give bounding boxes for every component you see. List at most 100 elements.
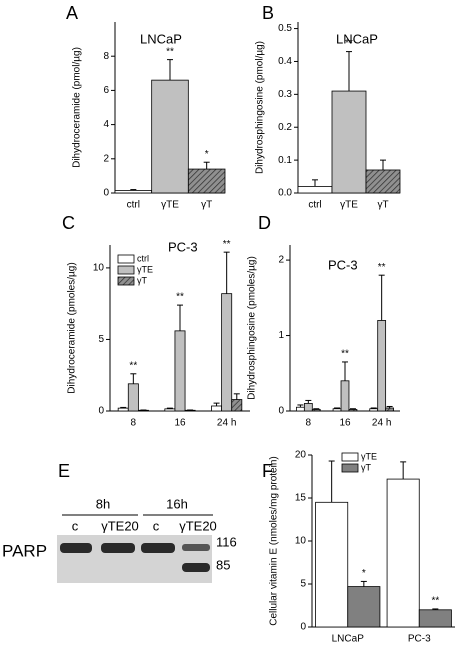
significance: **	[129, 360, 137, 371]
bar	[174, 330, 186, 412]
y-tick-label: 2	[103, 153, 109, 164]
y-tick-label: 20	[295, 450, 307, 461]
x-tick-label: ctrl	[127, 200, 140, 211]
y-axis-title: Dihydrosphingosine (pmol/µg)	[255, 41, 266, 174]
y-tick-label: 5	[300, 579, 306, 590]
bar	[348, 409, 358, 412]
y-tick-label: 0	[278, 406, 284, 417]
bar	[315, 501, 349, 628]
bar	[296, 406, 305, 412]
y-tick-label: 1	[278, 330, 284, 341]
x-tick-label: 16	[339, 418, 351, 429]
blot-band	[60, 543, 92, 553]
bar	[377, 320, 387, 412]
y-tick-label: 0.3	[278, 89, 292, 100]
x-tick-label: ctrl	[308, 200, 321, 211]
x-tick-label: γTE	[340, 200, 358, 211]
y-axis-title: Dihydroceramide (pmoles/µg)	[67, 262, 78, 393]
band-size: 116	[216, 534, 237, 549]
y-tick-label: 0.0	[278, 188, 292, 199]
significance: *	[362, 568, 366, 579]
x-tick-label: γTE	[161, 200, 179, 211]
timepoint-label: 16h	[166, 496, 188, 511]
significance: **	[341, 349, 349, 360]
significance: **	[378, 262, 386, 273]
bar	[164, 408, 176, 412]
chart-title: LNCaP	[336, 31, 378, 46]
x-tick-label: 8	[131, 418, 137, 429]
panel-label: B	[262, 3, 274, 23]
protein-label: PARP	[2, 541, 47, 560]
panel-label: E	[58, 461, 70, 481]
x-tick-label: PC-3	[408, 634, 431, 645]
y-tick-label: 4	[103, 119, 109, 130]
x-tick-label: 16	[174, 418, 186, 429]
y-tick-label: 10	[295, 536, 307, 547]
y-tick-label: 0	[103, 188, 109, 199]
panel-label: D	[258, 213, 271, 233]
panel-label: F	[262, 461, 273, 481]
legend-label: γT	[361, 462, 372, 472]
bar	[332, 408, 342, 412]
blot-band	[141, 543, 175, 553]
bar	[365, 169, 401, 194]
y-tick-label: 0.4	[278, 56, 292, 67]
bar	[311, 409, 321, 412]
y-tick-label: 0.1	[278, 155, 292, 166]
x-tick-label: γT	[201, 200, 212, 211]
legend-swatch	[341, 452, 359, 462]
lane-label: c	[72, 518, 79, 533]
lane-label: c	[153, 518, 160, 533]
band-size: 85	[216, 557, 230, 572]
x-tick-label: 24 h	[217, 418, 236, 429]
legend-swatch	[117, 265, 135, 275]
bar	[331, 90, 367, 194]
y-axis-title: Dihydroceramide (pmol/µg)	[72, 47, 83, 168]
legend-label: γT	[137, 275, 148, 285]
bar	[231, 399, 243, 412]
x-tick-label: 24 h	[372, 418, 391, 429]
y-tick-label: 6	[103, 85, 109, 96]
bar	[114, 190, 153, 194]
bar	[386, 478, 420, 628]
x-tick-label: γT	[377, 200, 388, 211]
bar	[340, 380, 350, 412]
legend-label: γTE	[361, 451, 377, 461]
timepoint-label: 8h	[96, 496, 110, 511]
lane-label: γTE20	[101, 518, 139, 533]
y-tick-label: 15	[295, 493, 307, 504]
blot-panel: E 8h 16h c γTE20 c γTE20 PARP 116 85	[2, 461, 237, 583]
y-tick-label: 0.5	[278, 23, 292, 34]
legend-label: ctrl	[137, 253, 149, 263]
bar	[385, 407, 394, 412]
y-axis-title: Cellular vitamin E (nmoles/mg protein)	[269, 456, 280, 626]
x-tick-label: LNCaP	[332, 634, 365, 645]
legend-swatch	[117, 254, 135, 264]
significance: **	[431, 596, 439, 607]
bar	[221, 293, 233, 412]
chart-title: PC-3	[168, 239, 198, 254]
significance: **	[166, 46, 174, 57]
bar	[187, 168, 226, 194]
y-tick-label: 0	[98, 406, 104, 417]
bar	[127, 383, 139, 412]
significance: **	[223, 239, 231, 250]
y-tick-label: 10	[93, 263, 105, 274]
blot-band	[182, 544, 210, 551]
bar	[369, 408, 379, 412]
y-tick-label: 0	[300, 622, 306, 633]
bar	[211, 405, 223, 412]
bar	[297, 186, 333, 194]
blot-band	[182, 563, 210, 572]
blot-band	[101, 543, 135, 553]
legend-label: γTE	[137, 264, 153, 274]
bar	[303, 403, 313, 412]
panel-label: C	[62, 213, 75, 233]
significance: **	[345, 38, 353, 49]
chart-title: PC-3	[328, 257, 358, 272]
bar	[347, 586, 381, 628]
panel-label: A	[66, 3, 78, 23]
legend-swatch	[341, 463, 359, 473]
bar	[151, 79, 189, 194]
